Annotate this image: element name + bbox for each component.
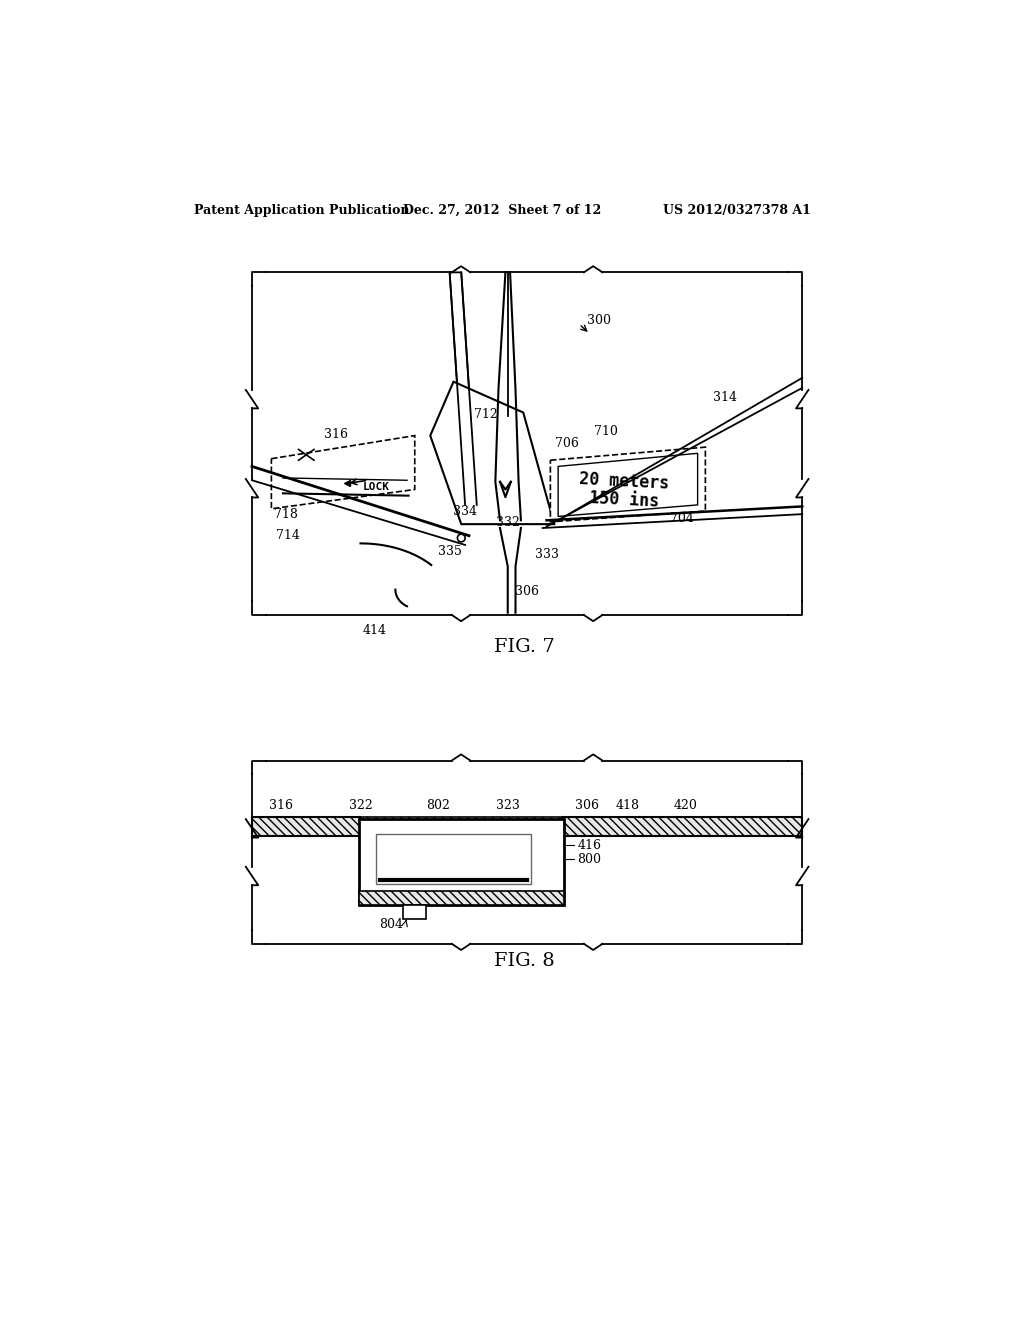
Text: 714: 714 bbox=[276, 529, 300, 543]
Polygon shape bbox=[550, 447, 706, 521]
Text: Patent Application Publication: Patent Application Publication bbox=[194, 205, 410, 218]
Text: 332: 332 bbox=[496, 516, 520, 529]
Polygon shape bbox=[271, 436, 415, 508]
Text: 416: 416 bbox=[578, 838, 601, 851]
Bar bbox=[359, 818, 563, 906]
Text: 802: 802 bbox=[426, 799, 450, 812]
Text: 706: 706 bbox=[555, 437, 579, 450]
Text: 323: 323 bbox=[496, 799, 520, 812]
Text: 718: 718 bbox=[274, 508, 298, 521]
Text: 322: 322 bbox=[348, 799, 373, 812]
Text: 150 ins: 150 ins bbox=[589, 488, 659, 511]
Text: 333: 333 bbox=[535, 548, 558, 561]
Bar bbox=[403, 906, 426, 919]
Text: 710: 710 bbox=[594, 425, 618, 438]
Text: 306: 306 bbox=[515, 585, 539, 598]
Text: 20 meters: 20 meters bbox=[579, 470, 670, 494]
Bar bbox=[376, 834, 531, 884]
Bar bbox=[360, 813, 562, 840]
Text: 418: 418 bbox=[615, 799, 640, 812]
Text: 316: 316 bbox=[324, 428, 348, 441]
Polygon shape bbox=[430, 381, 554, 524]
Text: 316: 316 bbox=[269, 799, 294, 812]
Bar bbox=[359, 891, 563, 906]
Text: FIG. 7: FIG. 7 bbox=[495, 638, 555, 656]
Text: US 2012/0327378 A1: US 2012/0327378 A1 bbox=[663, 205, 811, 218]
Text: 314: 314 bbox=[713, 391, 736, 404]
Text: FIG. 8: FIG. 8 bbox=[495, 952, 555, 970]
Bar bbox=[360, 817, 562, 836]
Text: 335: 335 bbox=[437, 545, 462, 557]
Polygon shape bbox=[558, 453, 697, 516]
Text: Dec. 27, 2012  Sheet 7 of 12: Dec. 27, 2012 Sheet 7 of 12 bbox=[403, 205, 601, 218]
Text: 804: 804 bbox=[379, 917, 403, 931]
Bar bbox=[252, 817, 802, 836]
Polygon shape bbox=[450, 272, 477, 506]
Text: 800: 800 bbox=[578, 853, 601, 866]
Text: 414: 414 bbox=[362, 624, 386, 638]
Text: LOCK: LOCK bbox=[362, 482, 389, 492]
Text: 420: 420 bbox=[674, 799, 698, 812]
Text: 300: 300 bbox=[587, 314, 611, 326]
Text: 334: 334 bbox=[454, 504, 477, 517]
Text: 712: 712 bbox=[474, 408, 498, 421]
Text: 704: 704 bbox=[670, 512, 694, 525]
Text: 306: 306 bbox=[574, 799, 599, 812]
